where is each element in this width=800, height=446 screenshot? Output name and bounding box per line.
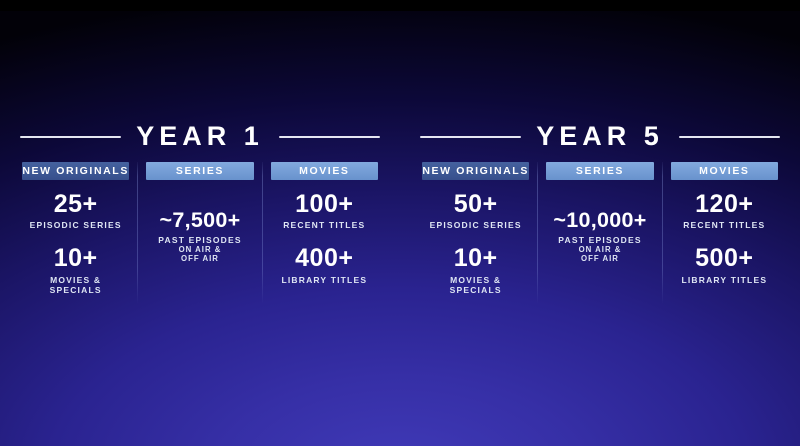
- stat-value: ~10,000+: [553, 208, 647, 232]
- stat-label: PAST EPISODES ON AIR & OFF AIR: [146, 235, 253, 264]
- year-5-columns: NEW ORIGINALS 50+ EPISODIC SERIES 10+ MO…: [414, 162, 786, 314]
- column-movies: MOVIES 100+ RECENT TITLES 400+ LIBRARY T…: [263, 162, 386, 314]
- column-header-chip: MOVIES: [270, 162, 378, 180]
- column-divider: [661, 162, 663, 304]
- year-1-title-row: YEAR 1: [14, 121, 386, 152]
- stat-label: EPISODIC SERIES: [422, 220, 529, 230]
- year-5-title-row: YEAR 5: [414, 121, 786, 152]
- stat-label: MOVIES & SPECIALS: [22, 275, 129, 295]
- stat-block: 100+ RECENT TITLES: [271, 190, 378, 231]
- stat-label-line: LIBRARY TITLES: [681, 274, 768, 285]
- title-rule-left: [420, 135, 522, 138]
- column-divider: [261, 162, 263, 304]
- column-header-chip: SERIES: [546, 162, 654, 180]
- column-new-originals: NEW ORIGINALS 25+ EPISODIC SERIES 10+ MO…: [14, 162, 137, 314]
- stat-label: LIBRARY TITLES: [271, 275, 378, 285]
- stat-label: RECENT TITLES: [271, 220, 378, 230]
- stat-label: EPISODIC SERIES: [22, 220, 129, 230]
- column-header-chip: MOVIES: [670, 162, 778, 180]
- stat-value: 25+: [53, 190, 98, 218]
- stat-label: LIBRARY TITLES: [671, 275, 778, 285]
- stat-value: 10+: [53, 244, 98, 273]
- stat-value: 50+: [453, 190, 498, 218]
- stat-label-line: SPECIALS: [49, 284, 102, 295]
- letterbox-bar: [0, 0, 800, 11]
- year-title: YEAR 5: [536, 121, 664, 151]
- stat-label-line: PAST EPISODES: [558, 234, 642, 245]
- stat-label-line: RECENT TITLES: [683, 220, 766, 231]
- stat-label-line: MOVIES &: [50, 274, 102, 285]
- stat-label-line: OFF AIR: [181, 254, 219, 264]
- year-5-section: YEAR 5 NEW ORIGINALS 50+ EPISODIC SERIES…: [414, 121, 786, 314]
- stat-label: MOVIES & SPECIALS: [422, 275, 529, 295]
- year-1-columns: NEW ORIGINALS 25+ EPISODIC SERIES 10+ MO…: [14, 162, 386, 314]
- column-header-chip: SERIES: [146, 162, 254, 180]
- stat-block: 120+ RECENT TITLES: [671, 190, 778, 231]
- stat-value: 100+: [295, 190, 354, 218]
- stat-label-line: MOVIES &: [450, 274, 502, 285]
- stat-block: 500+ LIBRARY TITLES: [671, 244, 778, 285]
- stat-value: 10+: [453, 244, 498, 273]
- column-movies: MOVIES 120+ RECENT TITLES 500+ LIBRARY T…: [663, 162, 786, 314]
- title-rule-right: [678, 135, 781, 138]
- slide-content: YEAR 1 NEW ORIGINALS 25+ EPISODIC SERIES…: [0, 121, 800, 314]
- column-series: SERIES ~7,500+ PAST EPISODES ON AIR & OF…: [138, 162, 261, 314]
- stat-label-line: OFF AIR: [581, 254, 619, 264]
- stat-block: 50+ EPISODIC SERIES: [422, 190, 529, 231]
- column-new-originals: NEW ORIGINALS 50+ EPISODIC SERIES 10+ MO…: [414, 162, 537, 314]
- title-rule-left: [20, 135, 122, 138]
- column-divider: [537, 162, 539, 304]
- stat-label-line: RECENT TITLES: [283, 220, 366, 231]
- stat-block: ~7,500+ PAST EPISODES ON AIR & OFF AIR: [146, 209, 253, 263]
- column-series: SERIES ~10,000+ PAST EPISODES ON AIR & O…: [538, 162, 661, 314]
- stat-label-line: PAST EPISODES: [158, 234, 242, 245]
- stat-label-line: EPISODIC SERIES: [429, 220, 522, 231]
- stat-block: 25+ EPISODIC SERIES: [22, 190, 129, 231]
- stat-block: 10+ MOVIES & SPECIALS: [22, 245, 129, 295]
- column-header-chip: NEW ORIGINALS: [422, 162, 530, 180]
- stat-label-line: EPISODIC SERIES: [29, 220, 122, 231]
- stat-block: 10+ MOVIES & SPECIALS: [422, 245, 529, 295]
- stat-label-line: ON AIR &: [578, 244, 622, 254]
- stat-value: 400+: [295, 244, 354, 273]
- stat-label: RECENT TITLES: [671, 220, 778, 230]
- column-divider: [137, 162, 139, 304]
- stat-block: ~10,000+ PAST EPISODES ON AIR & OFF AIR: [546, 209, 653, 263]
- title-rule-right: [278, 135, 381, 138]
- stat-label-line: SPECIALS: [449, 284, 502, 295]
- column-header-chip: NEW ORIGINALS: [22, 162, 130, 180]
- stat-label-line: ON AIR &: [178, 244, 222, 254]
- stat-block: 400+ LIBRARY TITLES: [271, 244, 378, 285]
- stat-value: 500+: [695, 244, 754, 273]
- year-title: YEAR 1: [136, 121, 264, 151]
- stat-value: 120+: [695, 190, 754, 218]
- stat-label: PAST EPISODES ON AIR & OFF AIR: [546, 235, 653, 264]
- stat-value: ~7,500+: [159, 208, 241, 232]
- stat-label-line: LIBRARY TITLES: [281, 274, 368, 285]
- year-1-section: YEAR 1 NEW ORIGINALS 25+ EPISODIC SERIES…: [14, 121, 386, 314]
